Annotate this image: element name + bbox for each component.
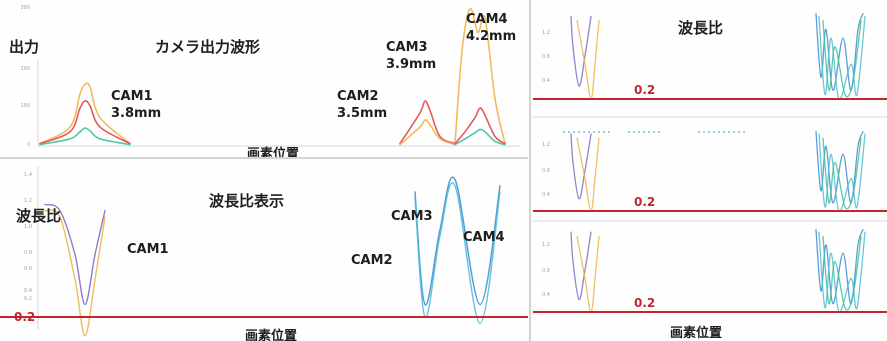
ratio-x-label: 画素位置 <box>245 328 297 341</box>
strips-title: 波長比 <box>678 19 723 37</box>
output-series-7 <box>454 128 506 146</box>
camera-output-chart: 300 200 100 0 出力 カメラ出力波形 画素位置 CAM1 3.8mm… <box>9 5 520 157</box>
ratio-y-tick: 0.6 <box>24 266 32 272</box>
ratio-cam3-label: CAM3 <box>391 209 433 224</box>
wavelength-ratio-chart: 1.4 1.2 1.0 0.8 0.6 0.4 0.2 0.2 波長比 波長比表… <box>0 166 528 341</box>
strip-2-ticks: 1.2 0.8 0.4 <box>542 142 550 198</box>
strip-y-tick: 0.4 <box>542 192 550 198</box>
ratio-cam2-label: CAM2 <box>351 253 393 268</box>
horizontal-divider <box>0 157 528 159</box>
ratio-series-1 <box>44 209 106 337</box>
cam2-label: CAM2 <box>337 89 379 104</box>
cam2-distance: 3.5mm <box>337 106 387 121</box>
output-y-tick: 0 <box>27 142 30 148</box>
ratio-cam4-label: CAM4 <box>463 230 505 245</box>
output-series-5 <box>454 7 506 145</box>
output-y-tick: 200 <box>20 66 30 72</box>
strip-3-ticks: 1.2 0.8 0.4 <box>542 242 550 298</box>
strip-1-series-2 <box>815 13 864 91</box>
output-y-tick: 100 <box>20 103 30 109</box>
cam3-label: CAM3 <box>386 40 428 55</box>
output-series-2 <box>39 127 131 146</box>
output-y-label: 出力 <box>9 38 39 56</box>
strip-y-tick: 1.2 <box>542 142 550 148</box>
strip-y-tick: 0.4 <box>542 78 550 84</box>
output-series-1 <box>39 100 131 145</box>
output-series-4 <box>399 119 456 146</box>
strip-curves <box>570 13 866 313</box>
ratio-y-label: 波長比 <box>16 207 61 225</box>
ratio-y-tick: 1.4 <box>24 172 32 178</box>
ratio-y-tick: 0.4 <box>24 288 32 294</box>
threshold-label: 0.2 <box>14 310 35 324</box>
output-series-3 <box>399 100 456 145</box>
ratio-y-tick: 0.2 <box>24 296 32 302</box>
wavelength-ratio-strips-panel: 1.2 0.8 0.4 1.2 0.8 0.4 1.2 0.8 0.4 0.2 <box>533 0 887 341</box>
wavelength-ratio-strips-chart: 1.2 0.8 0.4 1.2 0.8 0.4 1.2 0.8 0.4 0.2 <box>533 13 887 341</box>
strip-y-tick: 0.8 <box>542 268 550 274</box>
output-curves <box>39 7 506 146</box>
output-y-tick: 300 <box>20 5 30 11</box>
strip-y-tick: 0.8 <box>542 168 550 174</box>
strip-y-tick: 1.2 <box>542 242 550 248</box>
strip-2-threshold-label: 0.2 <box>634 195 655 209</box>
output-title: カメラ出力波形 <box>155 38 260 56</box>
ratio-cam1-label: CAM1 <box>127 242 169 257</box>
strips-x-label: 画素位置 <box>670 325 722 341</box>
strip-3-series-0 <box>570 231 592 301</box>
camera-output-panel: 300 200 100 0 出力 カメラ出力波形 画素位置 CAM1 3.8mm… <box>0 0 528 157</box>
output-x-label: 画素位置 <box>247 146 299 157</box>
strip-y-tick: 1.2 <box>542 30 550 36</box>
ratio-y-ticks: 1.4 1.2 1.0 0.8 0.6 0.4 0.2 <box>24 172 32 302</box>
vertical-divider <box>529 0 531 341</box>
ratio-title: 波長比表示 <box>209 192 284 210</box>
cam4-label: CAM4 <box>466 12 508 27</box>
ratio-y-tick: 1.2 <box>24 198 32 204</box>
ratio-y-tick: 0.8 <box>24 250 32 256</box>
strip-y-tick: 0.4 <box>542 292 550 298</box>
cam1-label: CAM1 <box>111 89 153 104</box>
strip-2-series-0 <box>570 133 592 200</box>
strip-y-tick: 0.8 <box>542 54 550 60</box>
wavelength-ratio-panel: 1.4 1.2 1.0 0.8 0.6 0.4 0.2 0.2 波長比 波長比表… <box>0 160 528 341</box>
output-series-6 <box>454 107 506 145</box>
strip-2-series-2 <box>815 130 864 204</box>
strip-1-series-4 <box>822 20 862 98</box>
cam4-distance: 4.2mm <box>466 29 516 44</box>
strip-3-series-2 <box>815 229 864 305</box>
strip-1-threshold-label: 0.2 <box>634 83 655 97</box>
strip-1-ticks: 1.2 0.8 0.4 <box>542 30 550 84</box>
ratio-series-3 <box>414 182 501 325</box>
ratio-y-tick: 1.0 <box>24 224 32 230</box>
ratio-series-0 <box>44 203 106 306</box>
output-series-0 <box>39 82 131 145</box>
strip-3-threshold-label: 0.2 <box>634 296 655 310</box>
cam3-distance: 3.9mm <box>386 57 436 72</box>
strip-2-series-4 <box>822 137 862 210</box>
strip-1-series-0 <box>570 15 592 87</box>
cam1-distance: 3.8mm <box>111 106 161 121</box>
ratio-series-2 <box>414 176 501 306</box>
ratio-curves <box>44 176 501 337</box>
strip-3-series-4 <box>822 235 862 311</box>
